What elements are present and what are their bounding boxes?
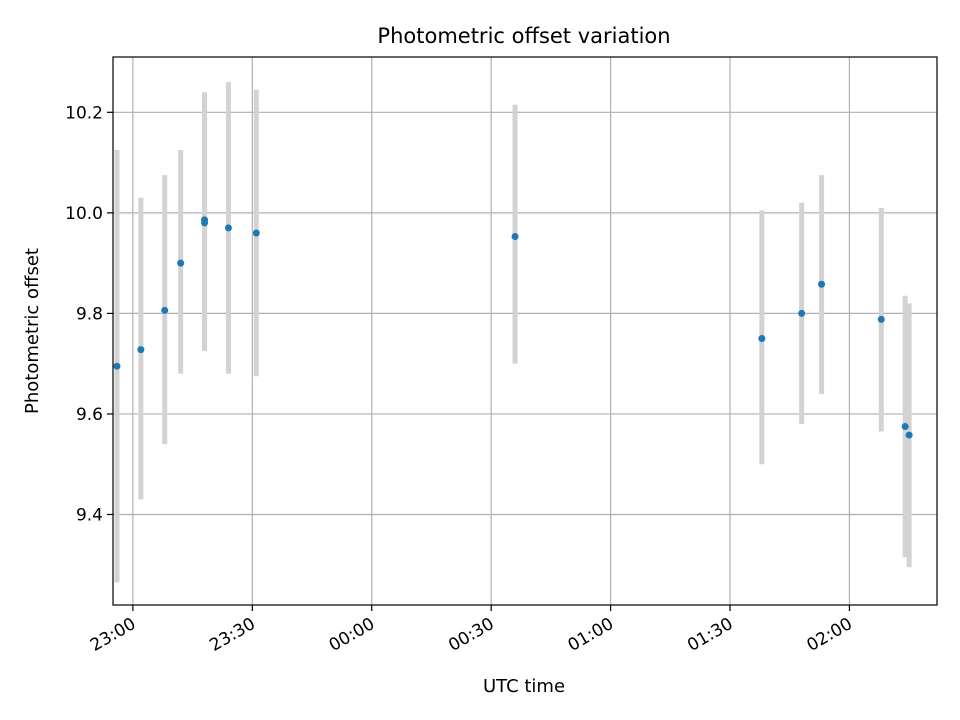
x-tick-label: 00:30 bbox=[445, 614, 497, 656]
y-tick-label: 9.6 bbox=[76, 405, 103, 425]
data-point bbox=[511, 232, 519, 240]
data-point bbox=[758, 335, 766, 343]
chart-title: Photometric offset variation bbox=[377, 24, 670, 48]
tick-layer: 23:00 23:30 00:00 00:30 01:00 01:30 02:00 9.4 9.… bbox=[65, 103, 856, 656]
y-tick-label: 9.4 bbox=[76, 506, 103, 526]
x-tick-label: 01:00 bbox=[565, 614, 617, 656]
x-tick-label: 01:30 bbox=[684, 614, 736, 656]
data-point bbox=[252, 229, 260, 237]
y-tick-label: 9.8 bbox=[76, 304, 103, 324]
data-point bbox=[177, 259, 185, 267]
data-point bbox=[137, 346, 145, 354]
data-point bbox=[224, 224, 232, 232]
data-point bbox=[818, 280, 826, 288]
y-tick-label: 10.2 bbox=[65, 103, 103, 123]
x-tick-label: 23:00 bbox=[87, 614, 139, 656]
y-axis-label: Photometric offset bbox=[22, 248, 43, 414]
x-tick-label: 00:00 bbox=[326, 614, 378, 656]
plot-frame bbox=[112, 56, 938, 606]
data-point bbox=[113, 362, 121, 370]
point-layer bbox=[113, 216, 913, 439]
y-tick-label: 10.0 bbox=[65, 204, 103, 224]
data-point bbox=[905, 431, 913, 439]
data-point bbox=[161, 306, 169, 314]
x-tick-label: 02:00 bbox=[803, 614, 855, 656]
data-point bbox=[877, 315, 885, 323]
errorbar-layer bbox=[114, 82, 912, 583]
data-point bbox=[798, 309, 806, 317]
grid-layer bbox=[113, 57, 937, 605]
x-tick-label: 23:30 bbox=[206, 614, 258, 656]
x-axis-label: UTC time bbox=[483, 676, 565, 697]
data-point bbox=[201, 216, 209, 224]
data-point bbox=[901, 423, 909, 431]
